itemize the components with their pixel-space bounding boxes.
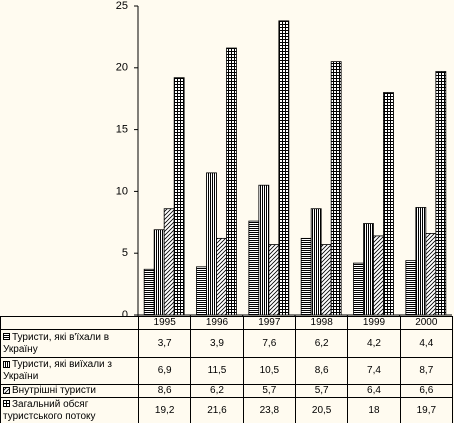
bar (353, 262, 364, 316)
bar (320, 244, 332, 316)
legend-cell: Туристи, які в'їхали в Україну (0, 329, 139, 358)
value-cell: 6,4 (347, 384, 401, 398)
bar (310, 208, 322, 316)
bar (163, 208, 175, 316)
value-cell: 5,7 (294, 384, 349, 398)
y-tick-label: 5 (122, 247, 128, 259)
bar (216, 237, 227, 316)
legend-label: Туристи, які виїхали з України (3, 359, 113, 382)
value-cell: 4,2 (347, 329, 401, 358)
value-cell: 21,6 (190, 397, 244, 423)
bar (363, 223, 374, 316)
bar (268, 244, 280, 316)
value-cell: 3,9 (190, 329, 244, 358)
bar (153, 229, 165, 316)
value-cell: 6,9 (137, 357, 192, 385)
bar (425, 233, 437, 316)
series-row: Загальний обсяг туристського потоку 19,2 2… (0, 397, 454, 423)
year-cell: 2000 (399, 316, 454, 330)
legend-label: Загальний обсяг туристського потоку (3, 398, 96, 422)
value-cell: 19,2 (137, 397, 192, 423)
value-cell: 3,7 (137, 329, 192, 358)
bar (248, 220, 260, 316)
legend-swatch (3, 400, 10, 408)
y-tick-label: 0 (122, 309, 128, 316)
bar (373, 235, 384, 316)
legend-swatch-fill (3, 400, 10, 408)
value-cell: 23,8 (242, 397, 296, 423)
year-cell: 1999 (347, 316, 401, 330)
year-cell: 1998 (294, 316, 349, 330)
bar (278, 20, 290, 316)
year-cell: 1995 (137, 316, 192, 330)
legend-cell: Туристи, які виїхали з України (0, 357, 139, 385)
value-cell: 20,5 (294, 397, 349, 423)
bar (330, 61, 342, 316)
legend-swatch (3, 333, 10, 341)
year-cell: 1996 (190, 316, 244, 330)
bar (435, 71, 447, 316)
value-cell: 19,7 (399, 397, 454, 423)
bar (173, 77, 185, 316)
value-cell: 8,7 (399, 357, 454, 385)
bar (300, 237, 312, 316)
value-cell: 6,6 (399, 384, 454, 398)
bar (196, 266, 207, 316)
value-cell: 8,6 (294, 357, 349, 385)
data-table: 1995 1996 1997 1998 1999 2000 Туристи, які в'ї… (0, 316, 454, 423)
bar (405, 260, 417, 316)
value-cell: 11,5 (190, 357, 244, 385)
legend-cell: Загальний обсяг туристського потоку (0, 397, 139, 423)
value-cell: 5,7 (242, 384, 296, 398)
bar (258, 184, 270, 316)
value-cell: 18 (347, 397, 401, 423)
legend-swatch-fill (3, 333, 10, 341)
chart: 0 5 10 15 20 25 (116, 0, 452, 321)
legend-label: Внутрішні туристи (12, 385, 96, 396)
bar (226, 47, 237, 316)
y-tick-label: 20 (116, 62, 128, 74)
value-cell: 4,4 (399, 329, 454, 358)
header-row: 1995 1996 1997 1998 1999 2000 (0, 316, 454, 330)
value-cell: 10,5 (242, 357, 296, 385)
legend-swatch-fill (3, 386, 10, 394)
y-tick-label: 10 (116, 185, 128, 197)
legend-label: Туристи, які в'їхали в Україну (3, 331, 110, 355)
legend-swatch-fill (3, 360, 10, 368)
y-tick-label: 15 (116, 124, 128, 136)
value-cell: 6,2 (190, 384, 244, 398)
legend-swatch (3, 360, 10, 368)
series-row: Туристи, які в'їхали в Україну 3,7 3,9 7,6 6… (0, 329, 454, 358)
series-row: Туристи, які виїхали з України 6,9 11,5 10,… (0, 357, 454, 385)
value-cell: 6,2 (294, 329, 349, 358)
legend-cell: Внутрішні туристи (0, 384, 139, 398)
series-row: Внутрішні туристи 8,6 6,2 5,7 5,7 6,4 6,6 (0, 384, 454, 398)
bar (415, 207, 427, 316)
bar (143, 268, 155, 316)
value-cell: 7,6 (242, 329, 296, 358)
bar (206, 172, 217, 316)
value-cell: 7,4 (347, 357, 401, 385)
bar (383, 92, 394, 316)
year-cell: 1997 (242, 316, 296, 330)
y-tick-label: 25 (116, 0, 128, 12)
value-cell: 8,6 (137, 384, 192, 398)
corner-cell (0, 316, 139, 330)
legend-swatch (3, 386, 10, 394)
